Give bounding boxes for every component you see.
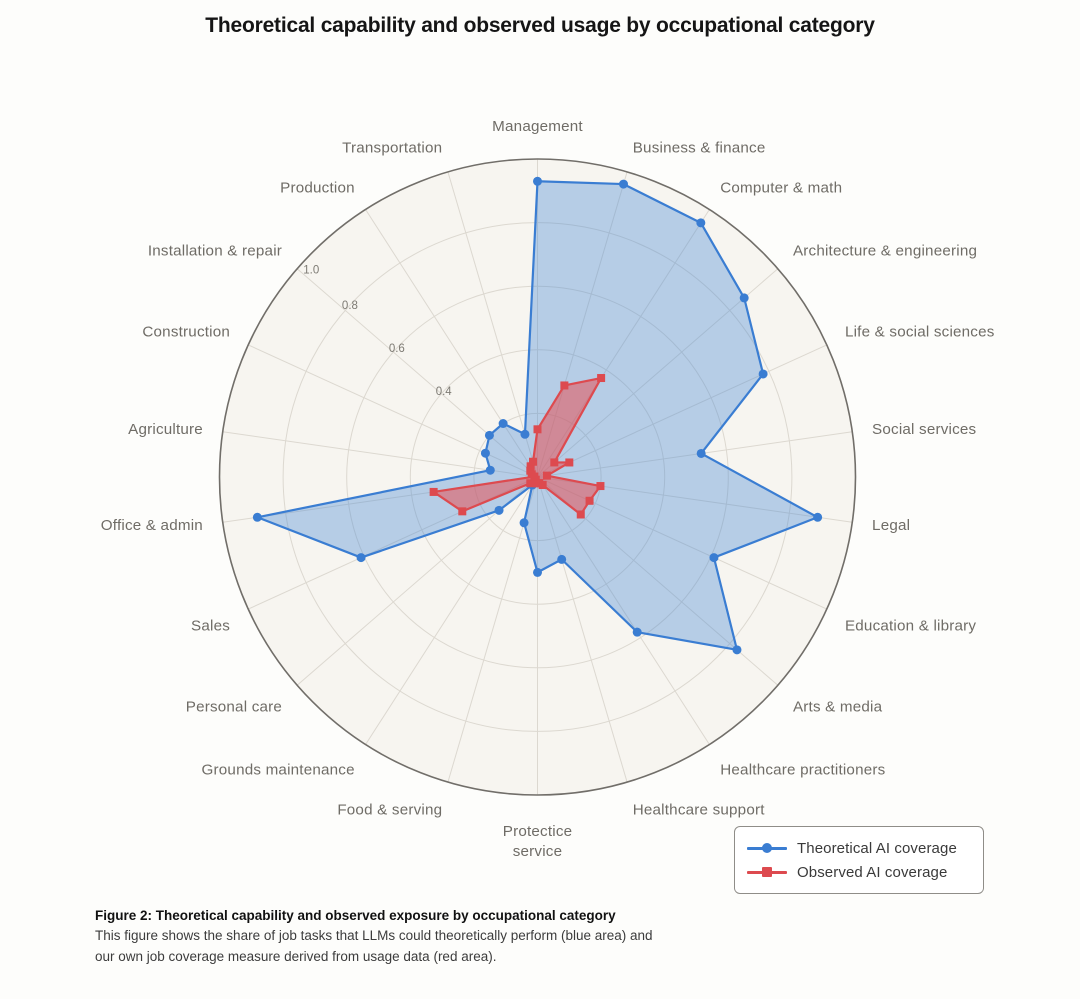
category-label: Healthcare practitioners — [720, 761, 885, 778]
observed-data-point — [529, 457, 538, 466]
observed-data-point — [560, 381, 569, 390]
category-label: Protectice service — [503, 823, 573, 860]
grid-spoke — [537, 431, 853, 478]
grid-spoke — [447, 171, 538, 478]
observed-data-point — [526, 479, 535, 488]
legend-item-theoretical: Theoretical AI coverage — [747, 836, 971, 860]
grid-spoke — [537, 476, 628, 783]
category-label: Installation & repair — [148, 243, 282, 260]
legend: Theoretical AI coverage Observed AI cove… — [734, 826, 984, 894]
category-label: Production — [280, 180, 355, 197]
grid-spoke — [222, 431, 538, 478]
theoretical-data-point — [519, 518, 529, 528]
observed-line-square-marker-icon — [747, 866, 787, 878]
observed-data-point — [597, 374, 606, 383]
category-label: Grounds maintenance — [202, 761, 355, 778]
category-label: Sales — [191, 617, 230, 634]
observed-data-point — [585, 496, 594, 505]
legend-item-observed: Observed AI coverage — [747, 860, 971, 884]
grid-spoke — [537, 344, 827, 478]
chart-title: Theoretical capability and observed usag… — [205, 14, 875, 37]
observed-data-point — [458, 507, 467, 516]
grid-spoke — [365, 476, 538, 745]
category-label: Life & social sciences — [845, 324, 995, 341]
theoretical-data-point — [494, 505, 504, 515]
category-label: Office & admin — [101, 517, 203, 534]
legend-label-observed: Observed AI coverage — [797, 863, 948, 881]
theoretical-line-circle-marker-icon — [747, 842, 787, 854]
grid-spoke — [365, 209, 538, 478]
radial-tick-label: 1.0 — [303, 265, 319, 277]
grid-spoke — [447, 476, 538, 783]
category-label: Construction — [142, 324, 230, 341]
observed-data-point — [550, 458, 559, 467]
theoretical-data-point — [356, 553, 366, 563]
figure-caption: Figure 2: Theoretical capability and obs… — [95, 906, 680, 968]
category-label: Agriculture — [128, 421, 203, 438]
theoretical-data-point — [696, 448, 706, 458]
theoretical-data-point — [619, 179, 629, 189]
theoretical-data-point — [758, 369, 768, 379]
observed-data-point — [565, 458, 574, 467]
category-label: Personal care — [186, 698, 282, 715]
observed-data-point — [596, 482, 605, 491]
theoretical-data-point — [557, 554, 567, 564]
category-label: Social services — [872, 421, 976, 438]
theoretical-data-point — [485, 465, 495, 475]
radial-tick-label: 0.6 — [389, 343, 405, 355]
radial-tick-label: 0.4 — [436, 386, 453, 398]
radial-tick-label: 0.8 — [342, 300, 358, 312]
theoretical-data-point — [709, 553, 719, 563]
theoretical-data-point — [520, 429, 530, 439]
theoretical-data-point — [480, 448, 490, 458]
category-label: Architecture & engineering — [793, 243, 977, 260]
legend-label-theoretical: Theoretical AI coverage — [797, 839, 957, 857]
grid-spoke — [537, 476, 710, 745]
category-label: Food & serving — [337, 801, 442, 818]
observed-data-point — [542, 471, 551, 480]
theoretical-data-point — [484, 430, 494, 440]
category-label: Healthcare support — [633, 801, 766, 818]
theoretical-data-point — [696, 218, 706, 228]
category-label: Management — [492, 118, 583, 135]
theoretical-data-point — [533, 567, 542, 577]
observed-data-point — [429, 487, 438, 496]
polar-outline — [218, 158, 857, 796]
grid-spoke — [537, 268, 779, 478]
observed-data-point — [533, 425, 542, 434]
category-label: Transportation — [342, 140, 442, 157]
theoretical-data-point — [739, 293, 749, 303]
observed-data-point — [576, 510, 585, 519]
category-label: Legal — [872, 517, 910, 534]
observed-data-point — [526, 466, 535, 475]
theoretical-data-point — [498, 418, 508, 428]
category-label: Computer & math — [720, 180, 842, 197]
theoretical-data-point — [252, 512, 262, 522]
theoretical-data-point — [813, 512, 823, 522]
caption-body: This figure shows the share of job tasks… — [95, 928, 653, 965]
observed-data-point — [526, 462, 535, 471]
theoretical-data-point — [533, 176, 542, 186]
theoretical-data-point — [732, 645, 742, 655]
category-label: Education & library — [845, 617, 976, 634]
caption-heading: Figure 2: Theoretical capability and obs… — [95, 908, 616, 923]
grid-spoke — [296, 268, 538, 478]
category-label: Business & finance — [633, 140, 766, 157]
theoretical-data-point — [632, 627, 642, 637]
category-label: Arts & media — [793, 698, 883, 715]
